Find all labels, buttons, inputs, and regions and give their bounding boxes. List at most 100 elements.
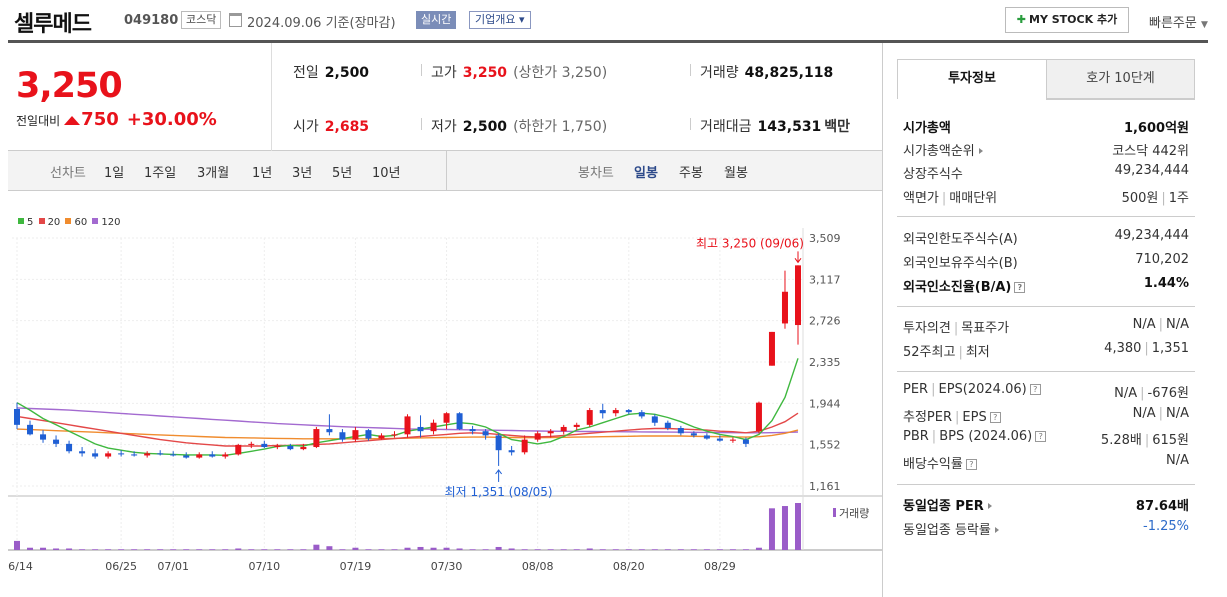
min-price-annotation: 최저 1,351 (08/05)	[445, 485, 553, 499]
caret-down-icon: ▼	[1200, 20, 1208, 30]
candle-body	[222, 454, 229, 457]
tab-1w[interactable]: 1주일	[144, 166, 177, 181]
trade-amount: 거래대금 143,531 백만	[700, 116, 850, 136]
volume-bar	[534, 549, 541, 550]
candle-body	[274, 445, 281, 448]
candle-body	[560, 426, 567, 432]
legend-ma120: 120	[101, 217, 121, 228]
help-icon[interactable]: ?	[965, 459, 977, 470]
candle-body	[768, 331, 775, 366]
quote-date: 2024.09.06 기준(장마감)	[247, 12, 396, 31]
est-per-label: 추정PER	[903, 410, 953, 425]
upper-limit: (상한가 3,250)	[513, 65, 608, 81]
volume-bar	[248, 549, 255, 550]
candle-body	[53, 439, 60, 444]
w52-low-label: 최저	[965, 345, 990, 360]
legend-swatch-ma120	[92, 218, 99, 224]
volume-bar	[495, 546, 502, 550]
tab-monthly[interactable]: 월봉	[724, 166, 748, 181]
divider	[690, 64, 691, 76]
volume-bar	[313, 544, 320, 550]
candle-body	[495, 435, 502, 451]
sector-rate-label: 동일업종 등락률	[903, 523, 991, 538]
volume-bar	[521, 549, 528, 550]
invest-info-panel: 투자정보 호가 10단계 시가총액 1,600억원 시가총액순위 코스닥 442위 …	[882, 43, 1208, 597]
target-value: N/A	[1166, 317, 1189, 332]
candle-body	[157, 453, 164, 455]
candle-body	[781, 291, 788, 324]
volume-bar	[482, 549, 489, 550]
candle-body	[352, 430, 359, 440]
candle-body	[326, 429, 333, 433]
candle-body	[79, 451, 86, 454]
volume-bar	[274, 549, 281, 550]
tab-hoga-10[interactable]: 호가 10단계	[1046, 59, 1195, 99]
tab-weekly[interactable]: 주봉	[679, 166, 703, 181]
foreign-limit-value: 49,234,444	[1114, 228, 1189, 243]
open-label: 시가	[293, 119, 319, 135]
candle-body	[755, 402, 762, 432]
amount-label: 거래대금	[700, 119, 752, 135]
help-icon[interactable]: ?	[1014, 282, 1026, 293]
change-percent: +30.00%	[126, 109, 217, 130]
candle-body	[521, 439, 528, 453]
divider	[897, 216, 1195, 217]
quote-grid: 전일 2,500 고가 3,250 (상한가 3,250) 거래량 48,825,118…	[271, 43, 882, 151]
volume-bar	[508, 548, 515, 550]
opinion-label: 투자의견	[903, 321, 951, 336]
quick-order-link[interactable]: 빠른주문 ▼	[1149, 12, 1208, 31]
tab-5y[interactable]: 5년	[332, 166, 353, 181]
divider	[690, 118, 691, 130]
volume-bar	[131, 549, 138, 550]
candle-body	[586, 410, 593, 425]
face-value: 500원	[1121, 191, 1159, 206]
tab-10y[interactable]: 10년	[372, 166, 401, 181]
help-icon[interactable]: ?	[989, 412, 1001, 423]
stock-code: 049180	[124, 13, 179, 28]
tab-1d[interactable]: 1일	[104, 166, 125, 181]
chevron-right-icon	[987, 503, 992, 509]
tab-3y[interactable]: 3년	[292, 166, 313, 181]
help-icon[interactable]: ?	[1029, 384, 1041, 395]
candlestick-chart[interactable]: 3,509 3,117 2,726 2,335 1,944 1,552 1,161 06/14…	[8, 228, 882, 590]
candle-body	[378, 435, 385, 439]
volume-bar	[469, 549, 476, 550]
candle-body	[625, 410, 632, 413]
volume-bar	[118, 549, 125, 550]
tab-invest-info[interactable]: 투자정보	[897, 59, 1047, 99]
plus-icon: ✚	[1016, 13, 1027, 26]
corp-info-dropdown[interactable]: 기업개요 ▾	[469, 11, 531, 29]
date-basis: 기준(장마감)	[325, 16, 396, 31]
high-price: 고가 3,250 (상한가 3,250)	[431, 62, 607, 82]
volume-bar	[781, 506, 788, 550]
candle-body	[443, 413, 450, 423]
tab-1y[interactable]: 1년	[252, 166, 273, 181]
opinion-value: N/A	[1132, 317, 1156, 332]
tab-3m[interactable]: 3개월	[197, 166, 230, 181]
candle-body	[40, 434, 47, 440]
est-eps-label: EPS	[962, 410, 987, 425]
corp-info-label: 기업개요	[475, 13, 516, 26]
volume-bar	[66, 548, 73, 550]
low-label: 저가	[431, 119, 457, 135]
volume-bar	[235, 548, 242, 550]
legend-ma60: 60	[74, 217, 88, 228]
cap-rank-value: 코스닥 442위	[1112, 144, 1189, 159]
tab-daily[interactable]: 일봉	[634, 166, 658, 181]
add-mystock-button[interactable]: ✚ MY STOCK 추가	[1005, 7, 1129, 33]
volume-bar	[144, 549, 151, 550]
realtime-button[interactable]: 실시간	[416, 11, 457, 29]
candle-body	[391, 434, 398, 436]
divider	[897, 306, 1195, 307]
volume-bar	[40, 547, 47, 550]
candle-body	[677, 428, 684, 434]
candle-body	[170, 454, 177, 456]
price-summary: 3,250 전일대비 750 +30.00% 전일 2,500 고가 3,250 (상한가…	[8, 43, 882, 151]
volume-bar	[53, 548, 60, 550]
legend-ma20: 20	[47, 217, 61, 228]
candle-body	[729, 439, 736, 441]
bps-label: BPS (2024.06)	[939, 429, 1033, 444]
w52-low-value: 1,351	[1151, 341, 1189, 356]
est-eps-value: N/A	[1166, 406, 1189, 421]
help-icon[interactable]: ?	[1035, 431, 1047, 442]
